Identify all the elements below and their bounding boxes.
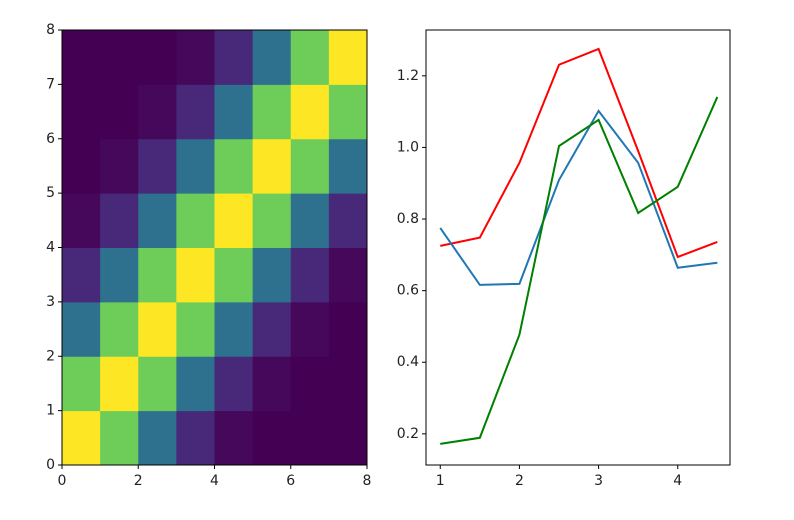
heat-cell [62,138,101,194]
heat-cell [176,410,215,466]
heat-cell [62,84,101,140]
y-tick-label: 0.6 [397,283,419,299]
heat-cell [214,410,254,466]
heat-cell [252,410,292,466]
heat-cell [100,356,139,412]
line-series [440,96,719,445]
heat-cell [328,247,368,303]
heat-cell [176,356,215,412]
heat-cell [62,410,101,466]
heat-cell [290,356,330,412]
heat-cell [100,193,139,248]
heat-cell [138,193,177,248]
heat-cell [176,301,215,357]
heat-cell [176,30,215,85]
heat-cell [100,84,139,140]
x-tick-label: 4 [673,473,682,489]
heat-cell [290,410,330,466]
heat-cell [328,356,368,412]
heat-cell [214,138,254,194]
heat-cell [290,138,330,194]
heat-cell [328,193,368,248]
y-tick-label: 5 [46,185,55,201]
heat-cell [62,247,101,303]
heat-cell [138,247,177,303]
y-tick-label: 0.2 [397,426,419,442]
y-tick-label: 0 [46,457,55,473]
heat-cell [214,30,254,85]
heat-cell [62,193,101,248]
heat-cell [214,247,254,303]
heat-cell [252,193,292,248]
heat-cell [138,410,177,466]
heat-cell [328,84,368,140]
heat-cell [100,30,139,85]
x-tick-label: 8 [363,473,372,489]
heat-cell [138,138,177,194]
heat-cell [328,410,368,466]
heat-cell [176,138,215,194]
heat-cell [252,30,292,85]
heat-cell [252,301,292,357]
heat-cell [252,138,292,194]
x-tick-label: 0 [58,473,67,489]
heat-cell [290,84,330,140]
plot-bg [426,30,730,465]
heat-cell [100,247,139,303]
y-tick-label: 4 [46,240,55,256]
heat-cell [252,84,292,140]
x-tick-label: 4 [210,473,219,489]
axes-frame [61,29,368,466]
y-tick-label: 1 [46,403,55,419]
y-tick-label: 1.2 [397,68,419,84]
heat-cell [252,356,292,412]
heat-cell [138,301,177,357]
y-tick-label: 0.4 [397,354,419,370]
y-tick-label: 2 [46,348,55,364]
heat-cell [100,138,139,194]
heat-cell [328,301,368,357]
heat-cell [214,356,254,412]
axes-frame [425,29,731,466]
heat-cell [176,193,215,248]
heat-cell [214,301,254,357]
heat-cell [290,193,330,248]
y-tick-label: 1.0 [397,139,419,155]
heat-cell [138,30,177,85]
line-series [439,109,718,286]
y-tick-label: 3 [46,294,55,310]
heat-cell [290,30,330,85]
heat-cell [176,84,215,140]
x-tick-label: 2 [515,473,524,489]
heat-cell [62,301,101,357]
line-series [440,47,718,259]
heat-cell [214,84,254,140]
heat-cell [214,193,254,248]
heat-cell [290,301,330,357]
heat-cell [62,356,101,412]
heat-cell [290,247,330,303]
y-tick-label: 7 [46,76,55,92]
heat-cell [138,84,177,140]
x-tick-label: 2 [134,473,143,489]
heat-cell [62,30,101,85]
y-tick-label: 8 [46,22,55,38]
heat-cell [252,247,292,303]
x-tick-label: 1 [436,473,445,489]
heat-cell [138,356,177,412]
y-tick-label: 6 [46,131,55,147]
heat-cell [328,138,368,194]
heat-cell [176,247,215,303]
heat-cell [100,410,139,466]
heat-cell [100,301,139,357]
y-tick-label: 0.8 [397,211,419,227]
x-tick-label: 3 [594,473,603,489]
x-tick-label: 6 [286,473,295,489]
heat-cell [328,30,368,85]
